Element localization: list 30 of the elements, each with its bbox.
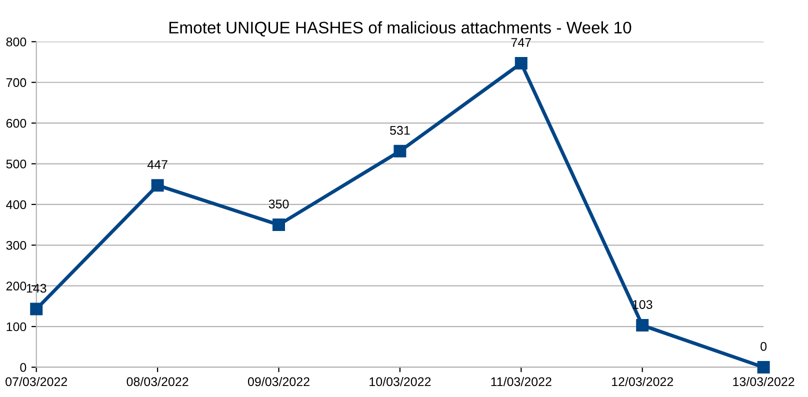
- chart-title: Emotet UNIQUE HASHES of malicious attachments - Week 10: [169, 21, 632, 36]
- y-tick-label: 600: [6, 118, 26, 128]
- x-tick-label: 08/03/2022: [126, 376, 188, 386]
- data-label: 747: [511, 38, 531, 47]
- data-label: 0: [760, 342, 767, 351]
- y-tick-label: 300: [6, 240, 26, 250]
- x-tick-label: 09/03/2022: [248, 376, 310, 386]
- x-tick-label: 07/03/2022: [6, 376, 68, 386]
- y-tick-label: 200: [6, 282, 26, 290]
- point: [272, 218, 286, 232]
- x-tick-label: 12/03/2022: [612, 376, 674, 386]
- point: [30, 302, 43, 316]
- x-tick-label: 13/03/2022: [733, 376, 794, 386]
- data-label: 350: [268, 200, 289, 208]
- y-tick-label: 0: [20, 363, 26, 372]
- y-tick-label: 500: [6, 160, 26, 168]
- data-label: 531: [390, 126, 410, 135]
- data-label: 447: [147, 160, 168, 169]
- point: [636, 319, 649, 332]
- x-tick-label: 11/03/2022: [491, 376, 552, 386]
- y-tick-label: 700: [6, 78, 26, 88]
- y-tick-label: 400: [6, 200, 26, 210]
- y-tick-label: 100: [6, 322, 26, 332]
- point: [757, 360, 770, 374]
- x-tick-label: 10/03/2022: [370, 376, 431, 386]
- y-tick-label: 800: [6, 37, 26, 46]
- point: [394, 144, 406, 158]
- point: [151, 179, 164, 192]
- point: [514, 57, 528, 70]
- data-label: 143: [26, 284, 46, 293]
